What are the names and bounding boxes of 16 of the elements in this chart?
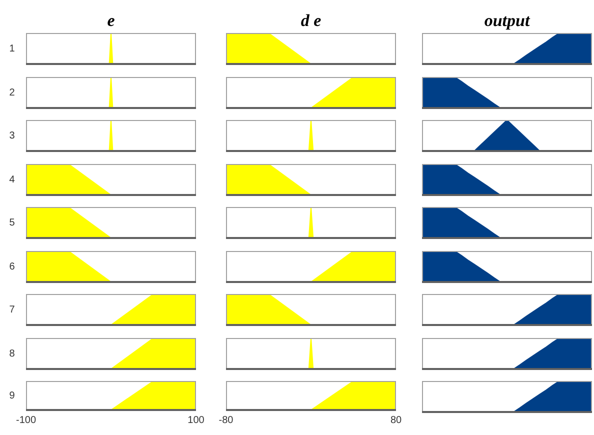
y-axis-title: 7 — [9, 304, 16, 316]
y-axis-title: 4 — [9, 174, 16, 185]
x-tick-label: 80 — [390, 414, 402, 426]
x-tick-label: -100 — [16, 414, 36, 426]
y-axis-title: 6 — [9, 260, 16, 272]
y-axis-title: 1 — [9, 43, 16, 54]
chart-title: d e — [300, 10, 322, 30]
chart-title: output — [484, 10, 531, 30]
y-axis-title: 2 — [9, 86, 16, 98]
y-axis-title: 8 — [9, 348, 16, 359]
chart-title: e — [107, 10, 116, 30]
x-tick-label: 100 — [188, 414, 205, 426]
y-axis-title: 9 — [9, 390, 16, 402]
x-tick-label: -80 — [218, 414, 234, 426]
y-axis-title: 3 — [9, 130, 16, 142]
y-axis-title: 5 — [9, 217, 16, 228]
